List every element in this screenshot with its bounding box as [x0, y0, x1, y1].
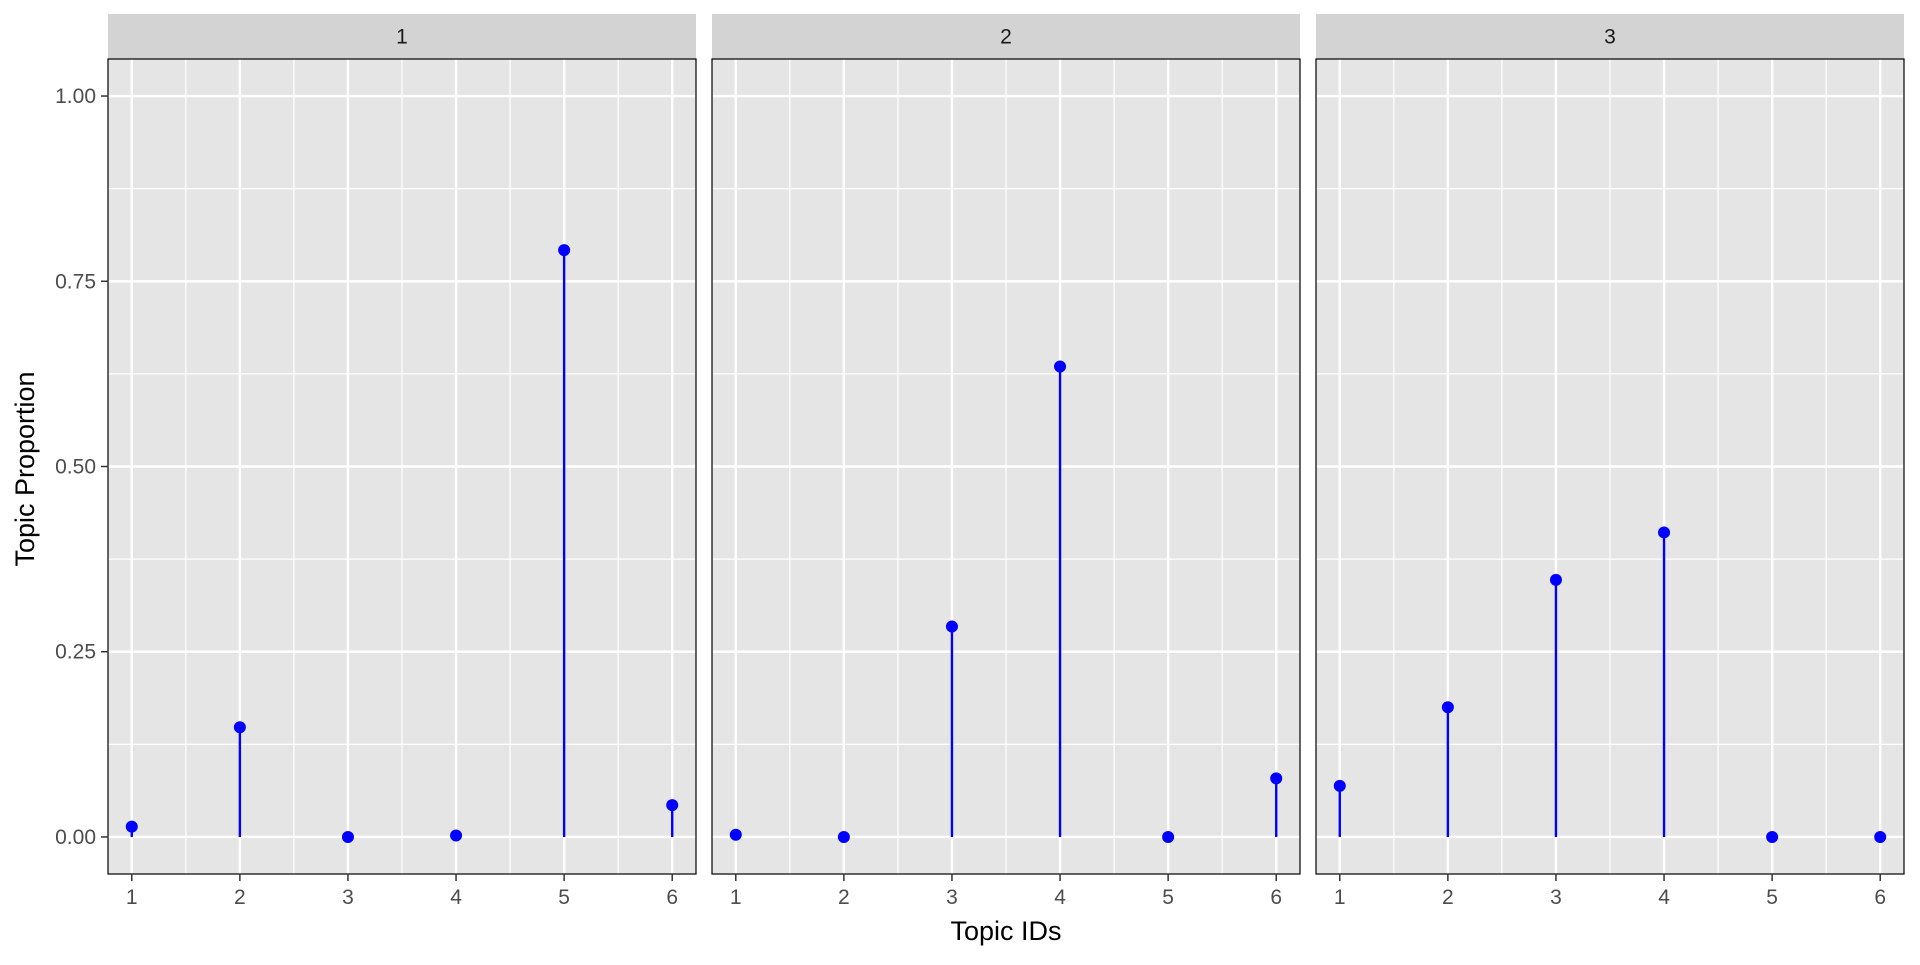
lollipop-point — [837, 830, 850, 843]
x-tick-label: 6 — [1270, 886, 1282, 909]
y-tick-label: 0.25 — [55, 641, 96, 664]
facet-panel-3: 3 1 2 3 4 5 6 — [1315, 14, 1905, 909]
x-axis-title: Topic IDs — [950, 916, 1061, 946]
x-tick-label: 2 — [838, 886, 850, 909]
facet-strip — [1316, 14, 1904, 59]
lollipop-point — [666, 799, 679, 812]
x-tick-label: 4 — [1658, 886, 1670, 909]
x-tick-label: 6 — [666, 886, 678, 909]
y-tick-label: 0.00 — [55, 826, 96, 849]
x-tick-label: 1 — [126, 886, 138, 909]
x-tick-label: 2 — [234, 886, 246, 909]
facet-strip — [712, 14, 1300, 59]
lollipop-point — [729, 828, 742, 841]
panel-border — [1315, 58, 1905, 875]
x-tick-label: 3 — [946, 886, 958, 909]
facet-strip-label: 2 — [1000, 26, 1012, 49]
lollipop-point — [945, 620, 958, 633]
lollipop-point — [1658, 526, 1671, 539]
lollipop-point — [1766, 830, 1779, 843]
y-tick-label: 0.75 — [55, 270, 96, 293]
lollipop-point — [450, 829, 463, 842]
x-tick-label: 5 — [1766, 886, 1778, 909]
facet-strip-label: 3 — [1604, 26, 1616, 49]
facet-panel-2: 2 1 2 3 4 5 6 — [711, 14, 1301, 909]
facet-strip — [108, 14, 696, 59]
lollipop-point — [1333, 779, 1346, 792]
lollipop-point — [233, 721, 246, 734]
x-tick-label: 5 — [1162, 886, 1174, 909]
lollipop-point — [1270, 772, 1283, 785]
x-tick-label: 1 — [730, 886, 742, 909]
lollipop-point — [1162, 830, 1175, 843]
lollipop-point — [341, 830, 354, 843]
y-axis: 0.00 0.25 0.50 0.75 1.00 — [55, 85, 108, 849]
x-tick-label: 5 — [558, 886, 570, 909]
x-tick-label: 4 — [450, 886, 462, 909]
lollipop-point — [1874, 830, 1887, 843]
lollipop-point — [558, 244, 571, 257]
x-tick-label: 3 — [1550, 886, 1562, 909]
lollipop-point — [125, 820, 138, 833]
x-tick-label: 1 — [1334, 886, 1346, 909]
x-tick-label: 2 — [1442, 886, 1454, 909]
facet-strip-label: 1 — [396, 26, 408, 49]
panel-border — [711, 58, 1301, 875]
lollipop-point — [1549, 573, 1562, 586]
y-tick-label: 0.50 — [55, 456, 96, 479]
lollipop-point — [1054, 360, 1067, 373]
facet-panel-1: 1 1 2 3 4 5 6 — [107, 14, 697, 909]
x-tick-label: 3 — [342, 886, 354, 909]
facet-panels: 1 1 2 3 4 5 6 2 1 2 3 4 5 6 3 1 2 3 4 5 6 — [107, 14, 1905, 909]
x-tick-label: 6 — [1874, 886, 1886, 909]
y-tick-label: 1.00 — [55, 85, 96, 108]
x-tick-label: 4 — [1054, 886, 1066, 909]
lollipop-point — [1441, 701, 1454, 714]
y-axis-title: Topic Proportion — [10, 371, 40, 566]
